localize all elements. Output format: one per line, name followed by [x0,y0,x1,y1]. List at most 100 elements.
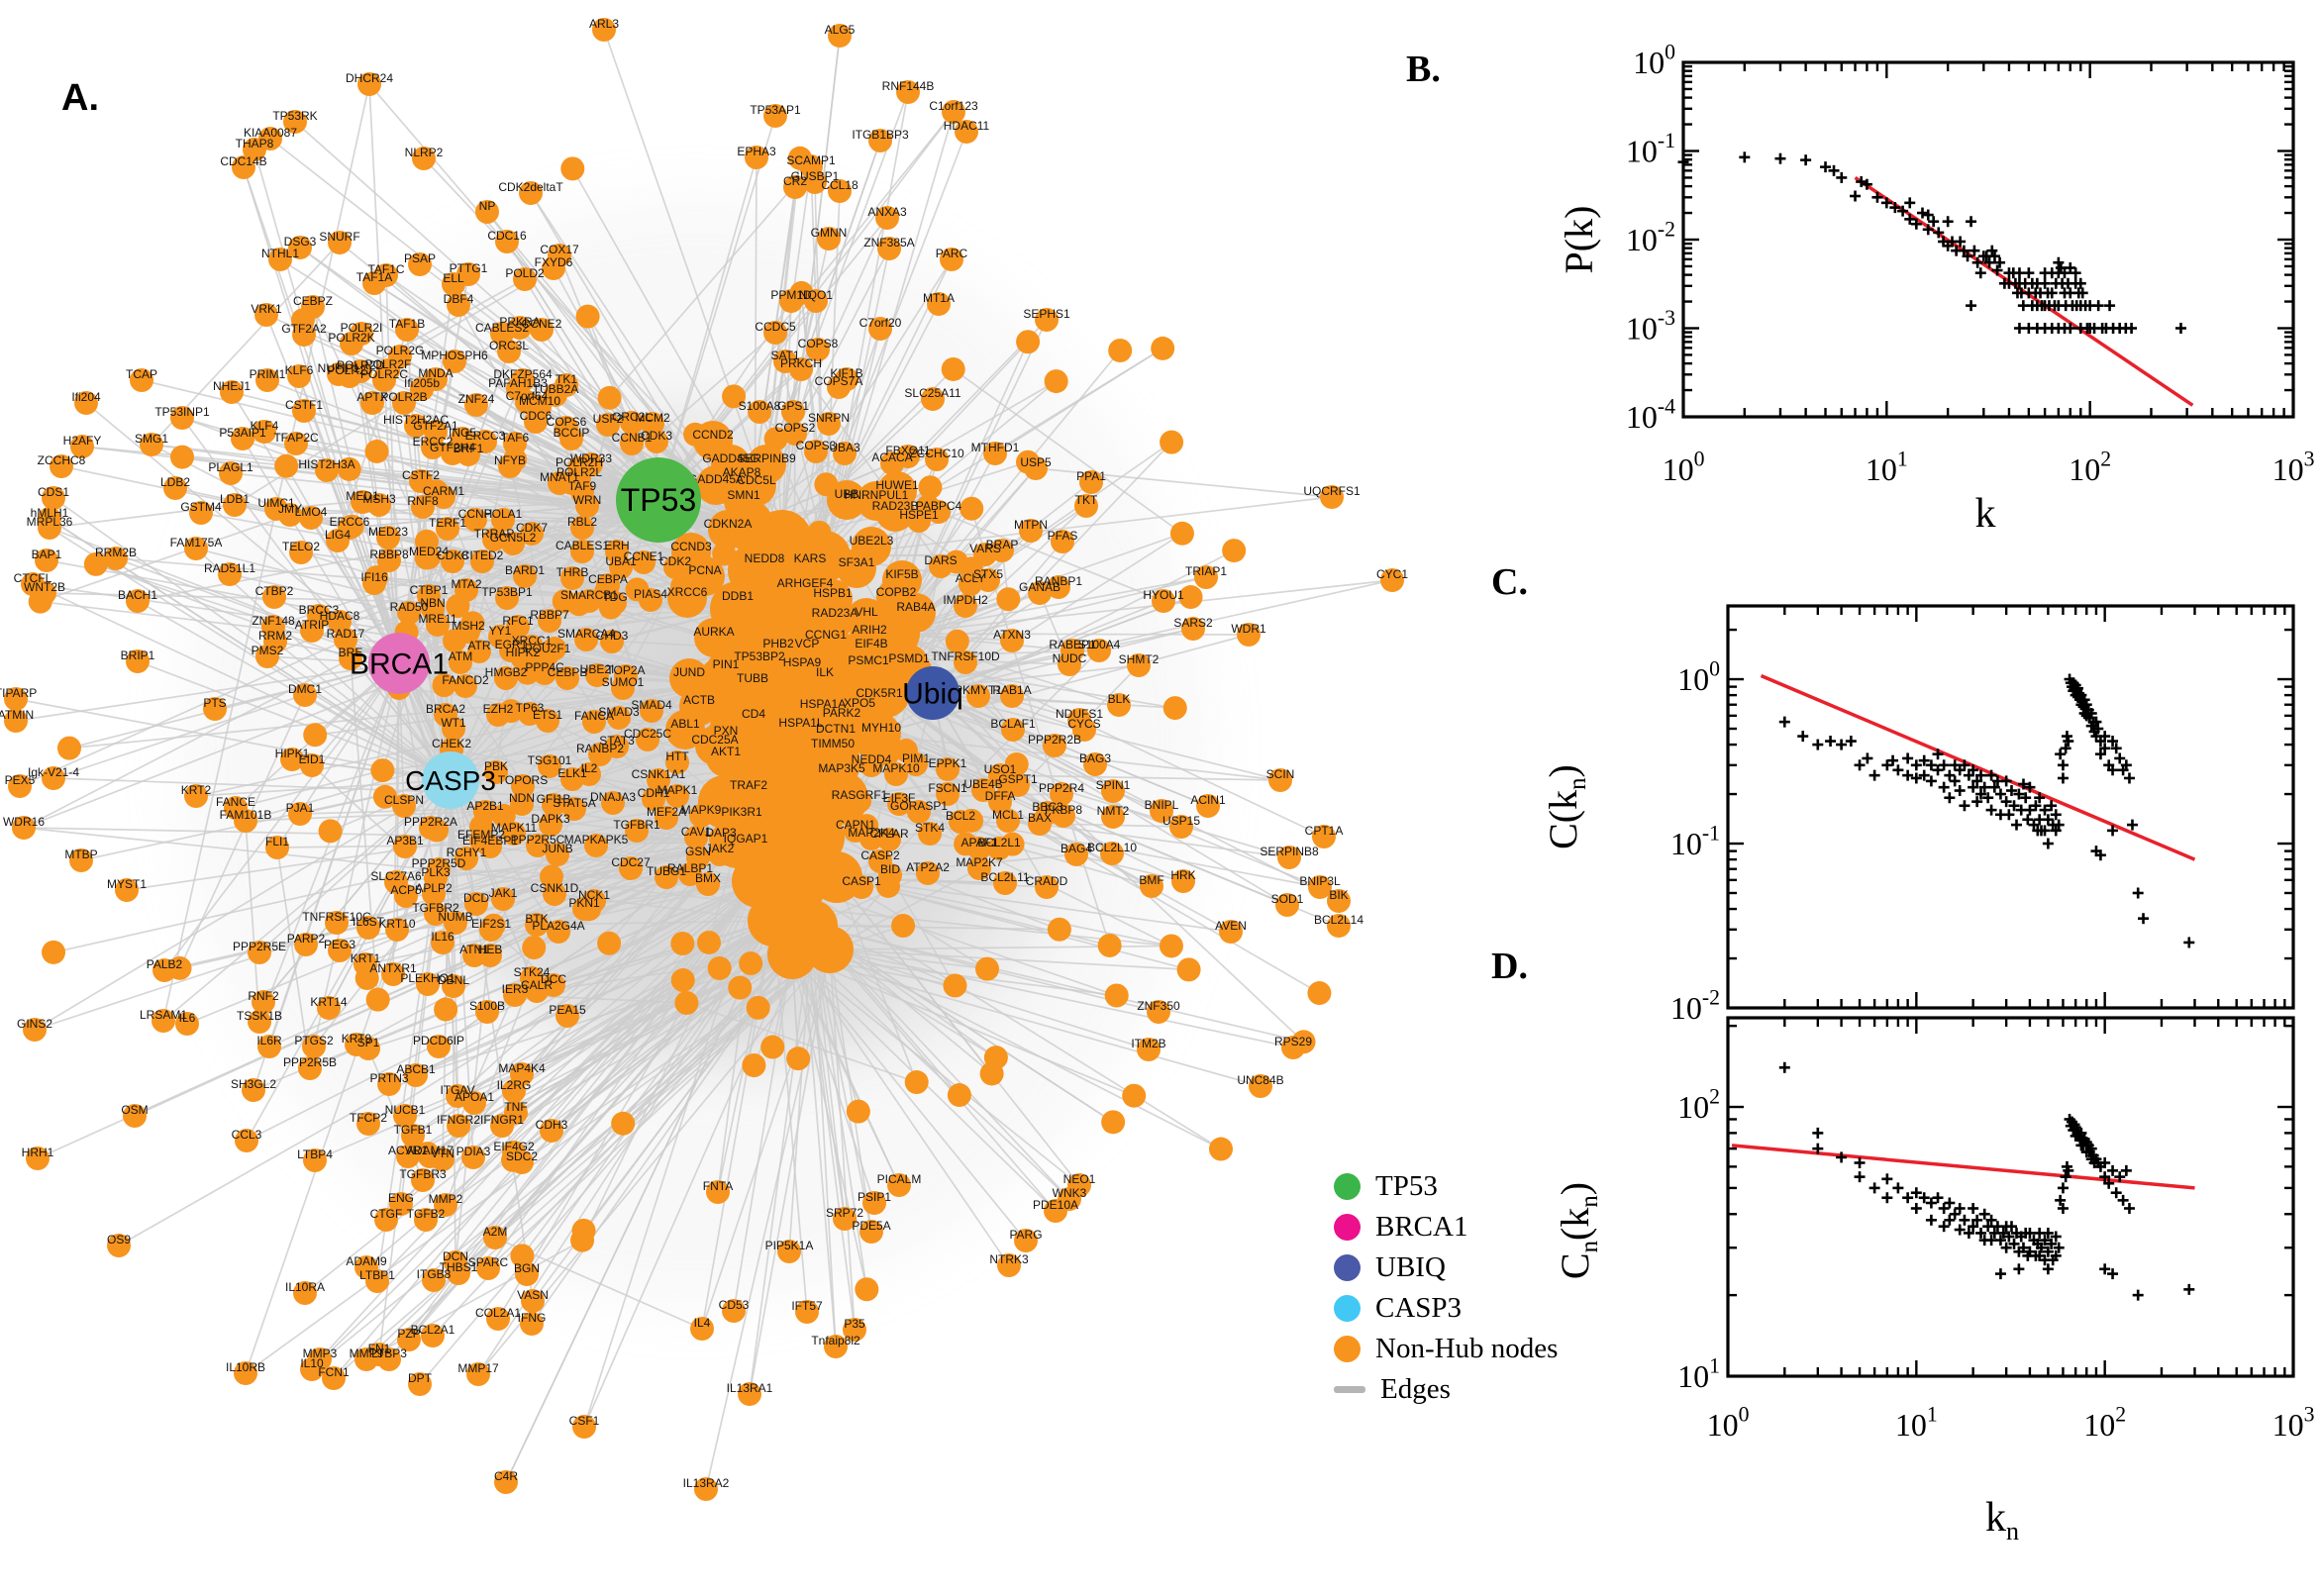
network-edge [425,953,793,1221]
network-node-label: PIAS4 [634,587,667,601]
network-node [665,710,705,749]
network-node [255,645,279,668]
network-node-label: KLF6 [285,363,314,377]
network-node-label: TP53AP1 [750,103,801,117]
network-node [218,562,242,586]
network-edge [349,468,659,501]
network-edge [531,925,813,1325]
network-node [1320,485,1344,509]
network-node [491,803,516,828]
network-node [763,427,788,451]
network-node [696,872,720,896]
network-node [328,939,352,962]
network-node [1014,1229,1038,1252]
network-edge [811,925,868,1290]
network-node [1327,914,1351,938]
network-node [605,540,629,563]
network-node-label: POLD2 [505,266,545,280]
network-node-label: CCNE2 [522,317,562,331]
network-node-label: GTF2H4 [430,441,475,454]
network-node [434,997,458,1022]
network-node-label: GCN5L2 [490,531,537,545]
network-node-label: PLAGL1 [208,460,253,474]
network-node-label: MRPL36 [27,515,73,529]
tick-label: 10-2 [1626,218,1675,257]
network-node-label: SNURF [319,230,359,244]
network-node [502,822,526,846]
network-node-label: POLR2L [556,465,602,479]
network-node [727,485,752,510]
network-node [447,293,470,317]
network-node [374,1208,398,1232]
network-node [542,256,565,280]
network-node [510,792,534,816]
network-edge [365,920,774,1268]
network-node [737,779,760,803]
network-node-label: FXYD6 [535,255,573,269]
network-node-label: POLR2I [341,321,383,335]
network-edge [515,880,759,1114]
network-node [941,356,965,381]
network-node [495,586,519,610]
tick-label: 100 [1677,657,1720,697]
network-node [499,699,524,724]
network-node [1064,843,1088,866]
network-node-label: TFAP2C [273,431,319,445]
network-node [1000,629,1024,652]
network-edge [953,368,1183,535]
network-node [689,552,714,577]
network-node-label: NTHL1 [261,247,299,260]
network-node [484,760,508,784]
network-node [486,1307,510,1331]
network-node [707,955,732,980]
network-node [397,1328,421,1351]
network-node [806,603,831,628]
network-node [955,120,978,144]
network-node-label: HIST2H3A [298,457,354,471]
network-node [859,1220,883,1244]
network-node [907,800,931,824]
network-edge [68,662,400,749]
network-node [1171,869,1195,893]
network-node [234,809,257,833]
network-node [849,647,888,686]
network-node-label: RAD51L1 [204,561,255,575]
tick-label: 100 [1707,1403,1750,1443]
network-node [446,594,470,619]
network-node [575,304,600,329]
network-node [490,322,514,346]
network-node [490,1114,514,1138]
network-node [293,683,317,707]
network-node-label: RFC1 [502,614,534,628]
network-node [494,1470,518,1494]
network-node-label: IFI16 [360,570,388,584]
network-node [255,368,279,392]
network-edge [581,527,739,610]
network-node [42,766,65,790]
network-node [416,972,440,996]
network-node [893,738,918,762]
network-node [518,702,542,726]
network-node-label: ITGB1BP3 [852,128,909,142]
network-node-label: TCAP [126,367,157,381]
network-node [317,996,341,1020]
network-node-label: BRCA2 [426,702,465,716]
network-node [875,742,900,766]
network-node [722,384,747,409]
network-node [411,1168,435,1192]
network-edge [824,496,1333,557]
network-node [673,574,698,599]
network-node [538,609,561,633]
network-node [697,930,722,954]
network-node [748,400,771,424]
network-edge [829,948,1222,1150]
network-node [308,1347,332,1371]
network-node [642,787,665,811]
network-node [442,272,465,296]
network-node [511,368,535,392]
network-node [993,871,1017,895]
network-node-label: FAM175A [170,536,223,549]
network-edge [313,662,400,1047]
network-node-label: KLF4 [251,419,279,433]
network-node [526,834,550,857]
